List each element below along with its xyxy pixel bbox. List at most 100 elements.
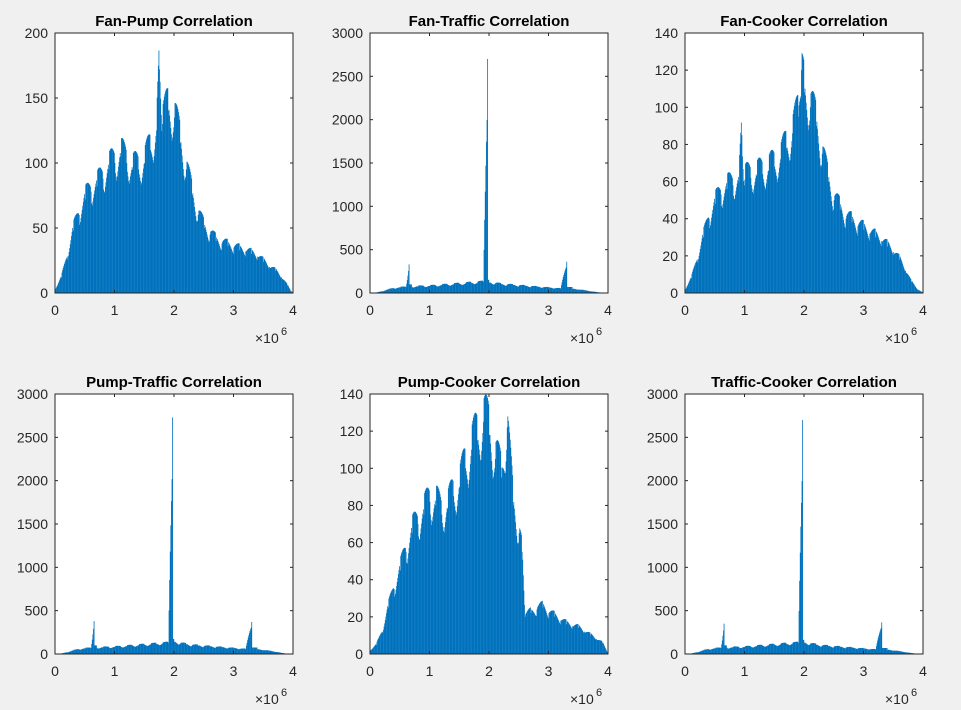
y-tick-label: 3000 [647,386,678,402]
y-tick-label: 500 [340,242,364,258]
axes-background [55,394,293,654]
chart-title: Pump-Cooker Correlation [398,374,581,391]
x-tick-label: 1 [741,302,749,318]
y-tick-label: 2500 [647,429,678,445]
x-tick-label: 3 [860,663,868,679]
y-tick-label: 1500 [647,516,678,532]
x-tick-label: 4 [604,663,612,679]
x-exponent-power: 6 [911,326,917,338]
x-tick-label: 2 [485,302,493,318]
x-tick-label: 0 [51,663,59,679]
x-tick-label: 2 [800,302,808,318]
y-tick-label: 60 [662,174,678,190]
y-tick-label: 0 [355,285,363,301]
x-exponent-label: ×10 [570,330,594,346]
x-tick-label: 2 [170,302,178,318]
x-exponent-power: 6 [911,687,917,699]
x-tick-label: 4 [604,302,612,318]
x-tick-label: 3 [545,302,553,318]
x-exponent-power: 6 [596,687,602,699]
y-tick-label: 1000 [647,559,678,575]
y-tick-label: 0 [40,285,48,301]
y-tick-label: 100 [340,460,364,476]
histogram-bar [487,59,488,293]
y-tick-label: 0 [40,646,48,662]
y-tick-label: 60 [347,535,363,551]
x-tick-label: 3 [230,302,238,318]
x-exponent-label: ×10 [570,691,594,705]
x-tick-label: 4 [919,302,927,318]
y-tick-label: 2000 [17,473,48,489]
y-tick-label: 1000 [17,559,48,575]
x-tick-label: 1 [741,663,749,679]
x-exponent-power: 6 [281,326,287,338]
y-tick-label: 100 [25,155,49,171]
chart-title: Traffic-Cooker Correlation [711,374,897,391]
x-exponent-power: 6 [281,687,287,699]
y-tick-label: 2500 [332,68,363,84]
y-tick-label: 40 [347,572,363,588]
y-tick-label: 500 [655,603,679,619]
y-tick-label: 3000 [17,386,48,402]
y-tick-label: 20 [662,248,678,264]
y-tick-label: 1500 [17,516,48,532]
x-tick-label: 4 [289,663,297,679]
x-tick-label: 1 [426,302,434,318]
y-tick-label: 200 [25,25,49,41]
y-tick-label: 3000 [332,25,363,41]
x-tick-label: 0 [681,302,689,318]
chart-title: Pump-Traffic Correlation [86,374,262,391]
x-exponent-label: ×10 [885,691,909,705]
x-tick-label: 4 [919,663,927,679]
axes-background [370,33,608,293]
x-tick-label: 3 [545,663,553,679]
y-tick-label: 80 [662,136,678,152]
y-tick-label: 140 [340,386,364,402]
x-tick-label: 0 [366,663,374,679]
x-exponent-label: ×10 [255,691,279,705]
y-tick-label: 500 [25,603,49,619]
x-tick-label: 2 [170,663,178,679]
y-tick-label: 0 [355,646,363,662]
y-tick-label: 150 [25,90,49,106]
x-tick-label: 1 [111,302,119,318]
x-exponent-label: ×10 [255,330,279,346]
axes-background [685,394,923,654]
y-tick-label: 140 [655,25,679,41]
y-tick-label: 0 [670,646,678,662]
y-tick-label: 1500 [332,155,363,171]
x-tick-label: 0 [681,663,689,679]
x-tick-label: 2 [800,663,808,679]
x-tick-label: 0 [51,302,59,318]
x-tick-label: 1 [426,663,434,679]
x-tick-label: 3 [860,302,868,318]
y-tick-label: 20 [347,609,363,625]
y-tick-label: 100 [655,99,679,115]
y-tick-label: 1000 [332,198,363,214]
chart-title: Fan-Pump Correlation [95,13,253,30]
x-tick-label: 4 [289,302,297,318]
x-tick-label: 0 [366,302,374,318]
y-tick-label: 80 [347,497,363,513]
y-tick-label: 2000 [332,112,363,128]
chart-title: Fan-Traffic Correlation [409,13,570,30]
histogram-bar [802,420,803,654]
y-tick-label: 2000 [647,473,678,489]
y-tick-label: 50 [32,220,48,236]
chart-title: Fan-Cooker Correlation [720,13,888,30]
x-exponent-power: 6 [596,326,602,338]
x-exponent-label: ×10 [885,330,909,346]
x-tick-label: 1 [111,663,119,679]
x-tick-label: 2 [485,663,493,679]
y-tick-label: 120 [340,423,364,439]
y-tick-label: 0 [670,285,678,301]
y-tick-label: 120 [655,62,679,78]
y-tick-label: 40 [662,211,678,227]
